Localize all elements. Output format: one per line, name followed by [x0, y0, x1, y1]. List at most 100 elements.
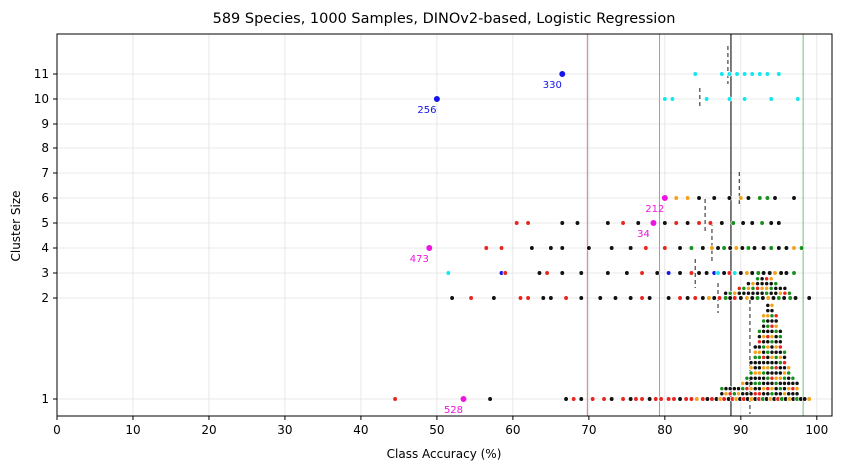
- data-point: [740, 386, 746, 392]
- data-point: [777, 375, 783, 381]
- data-point: [752, 354, 758, 360]
- data-point: [764, 281, 770, 287]
- data-point: [392, 396, 398, 402]
- data-point: [748, 391, 754, 397]
- data-point: [755, 276, 760, 282]
- data-point: [773, 365, 779, 371]
- data-point: [798, 245, 805, 251]
- x-tick-label: 100: [805, 423, 828, 437]
- data-point: [769, 354, 775, 360]
- data-point: [759, 276, 765, 282]
- y-tick-label: 3: [41, 266, 49, 280]
- data-point: [773, 391, 779, 397]
- data-point: [761, 380, 767, 386]
- data-point: [769, 328, 775, 334]
- data-point: [769, 302, 775, 308]
- y-tick-label: 6: [41, 191, 49, 205]
- data-point: [736, 285, 742, 291]
- data-point: [711, 295, 717, 301]
- data-point: [777, 370, 783, 376]
- data-point: [755, 281, 760, 287]
- data-point: [620, 220, 626, 226]
- data-point: [765, 295, 771, 301]
- y-tick-label: 2: [41, 291, 49, 305]
- data-point: [662, 245, 668, 251]
- data-point: [773, 281, 779, 287]
- data-point: [764, 195, 771, 201]
- data-point: [777, 354, 783, 360]
- data-point: [694, 396, 700, 402]
- data-point: [744, 391, 750, 397]
- data-point: [765, 349, 771, 355]
- data-point: [750, 290, 756, 296]
- data-point: [684, 220, 691, 226]
- data-point: [791, 245, 797, 251]
- data-point: [559, 270, 565, 276]
- data-point: [759, 220, 765, 226]
- data-point: [748, 365, 754, 371]
- data-point: [769, 386, 775, 392]
- data-point: [633, 396, 639, 402]
- data-point: [727, 386, 733, 392]
- data-point: [782, 370, 787, 376]
- data-point: [752, 360, 758, 366]
- data-point: [786, 365, 792, 371]
- highlighted-point: [661, 194, 669, 202]
- data-point: [761, 328, 767, 334]
- data-point: [709, 245, 715, 251]
- point-annotation: 212: [645, 204, 664, 215]
- x-tick-label: 60: [505, 423, 520, 437]
- data-point: [773, 360, 779, 366]
- data-point: [653, 396, 659, 402]
- data-point: [764, 71, 771, 77]
- data-point: [733, 245, 739, 251]
- data-point: [745, 245, 752, 251]
- data-point: [786, 370, 792, 376]
- data-point: [744, 380, 750, 386]
- data-point: [756, 391, 762, 397]
- data-point: [752, 391, 758, 397]
- data-point: [612, 295, 619, 301]
- data-point: [777, 339, 783, 345]
- data-point: [769, 380, 775, 386]
- data-point: [688, 270, 695, 276]
- data-point: [765, 308, 771, 314]
- data-point: [786, 391, 792, 397]
- x-tick-label: 0: [53, 423, 61, 437]
- data-point: [741, 290, 747, 296]
- data-point: [756, 365, 762, 371]
- x-tick-label: 70: [581, 423, 596, 437]
- highlighted-point: [459, 395, 468, 403]
- data-point: [646, 396, 653, 402]
- data-point: [768, 220, 774, 226]
- data-point: [704, 396, 711, 402]
- data-point: [749, 220, 755, 226]
- data-point: [765, 380, 771, 386]
- data-point: [769, 323, 775, 329]
- data-point: [786, 375, 792, 381]
- data-point: [790, 380, 796, 386]
- data-point: [760, 295, 766, 301]
- data-point: [529, 245, 535, 251]
- x-tick-label: 80: [657, 423, 672, 437]
- data-point: [658, 396, 664, 402]
- data-point: [777, 344, 783, 350]
- data-point: [738, 270, 744, 276]
- data-point: [677, 396, 683, 402]
- data-point: [715, 245, 721, 251]
- data-point: [773, 290, 779, 296]
- data-point: [732, 270, 738, 276]
- data-point: [801, 396, 808, 402]
- y-tick-label: 10: [34, 92, 49, 106]
- data-point: [777, 380, 783, 386]
- data-point: [721, 245, 727, 251]
- data-point: [761, 386, 767, 392]
- data-point: [773, 354, 779, 360]
- data-point: [748, 370, 754, 376]
- data-point: [754, 295, 761, 301]
- data-point: [709, 396, 715, 402]
- data-point: [449, 295, 455, 301]
- x-tick-label: 30: [277, 423, 292, 437]
- data-point: [782, 354, 787, 360]
- data-point: [790, 375, 796, 381]
